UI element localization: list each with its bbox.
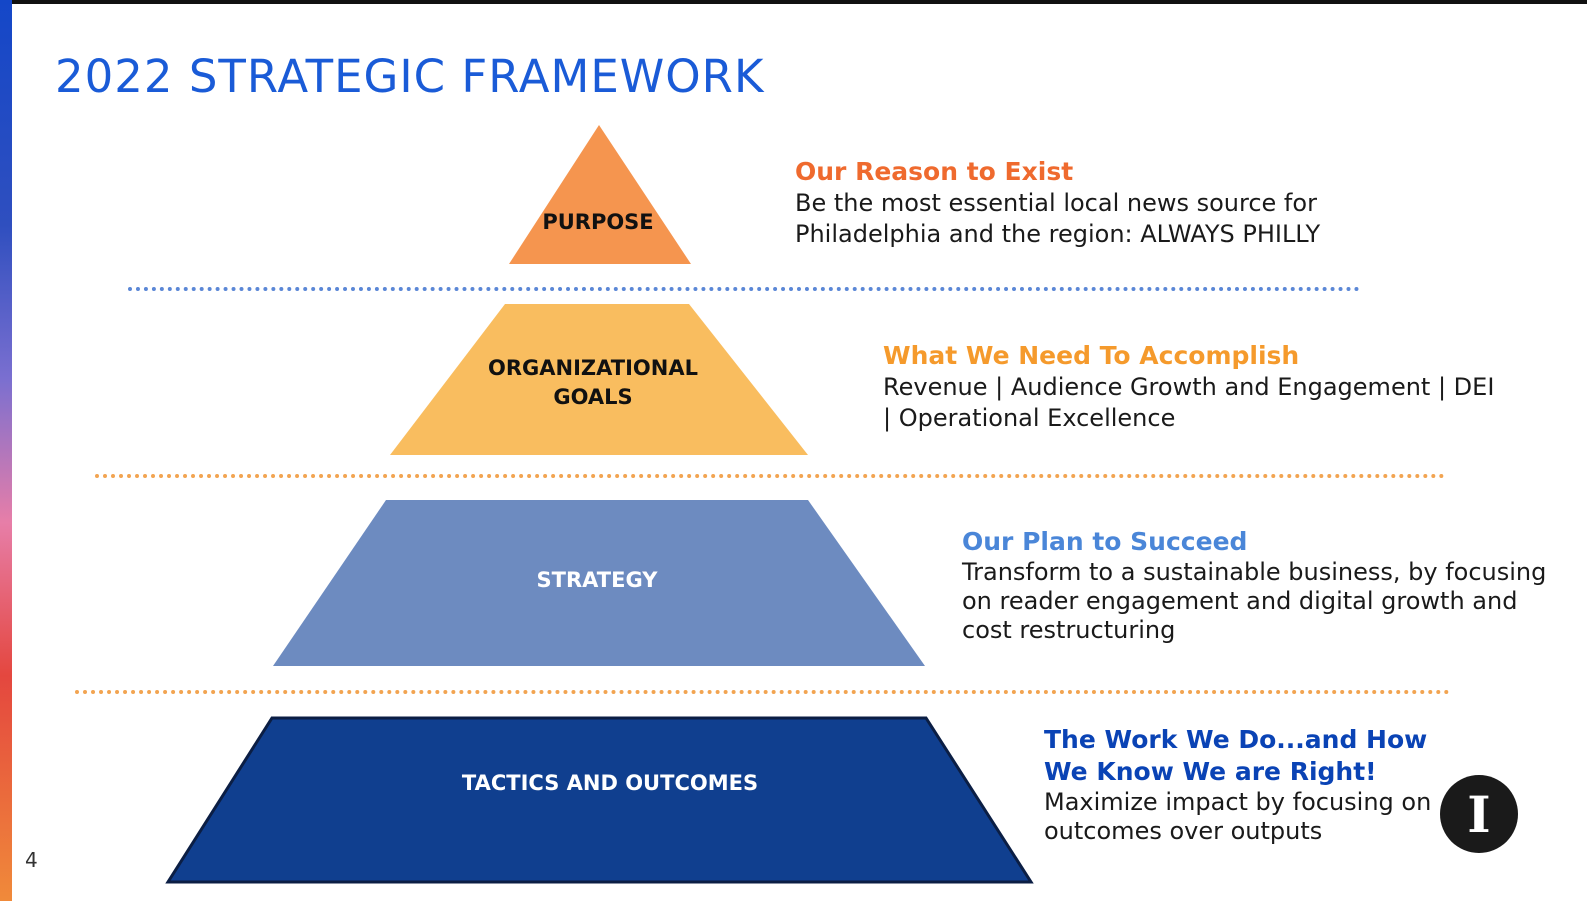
divider-dotted [95, 474, 1445, 478]
text-purpose: Be the most essential local news source … [795, 189, 1321, 248]
divider-dotted [75, 690, 1450, 694]
description-tactics: The Work We Do...and How We Know We are … [1044, 724, 1434, 846]
description-goals: What We Need To Accomplish Revenue | Aud… [883, 340, 1503, 434]
text-tactics: Maximize impact by focusing on outcomes … [1044, 788, 1432, 845]
top-rule [0, 0, 1587, 4]
description-strategy: Our Plan to Succeed Transform to a susta… [962, 526, 1572, 645]
pyramid-tier-strategy [271, 500, 927, 668]
tier-label-strategy: STRATEGY [536, 568, 658, 592]
slide-title: 2022 STRATEGIC FRAMEWORK [55, 50, 765, 103]
tier-label-purpose: PURPOSE [542, 210, 654, 234]
heading-tactics: The Work We Do...and How We Know We are … [1044, 725, 1428, 786]
pyramid-tier-tactics [163, 716, 1037, 886]
accent-side-bar [0, 0, 12, 901]
divider-dotted [128, 287, 1360, 291]
heading-purpose: Our Reason to Exist [795, 157, 1074, 186]
heading-goals: What We Need To Accomplish [883, 341, 1300, 370]
pyramid-tier-goals [388, 304, 810, 456]
heading-strategy: Our Plan to Succeed [962, 527, 1248, 556]
inquirer-logo: I [1440, 775, 1518, 853]
pyramid-tier-purpose [505, 125, 695, 265]
text-goals: Revenue | Audience Growth and Engagement… [883, 373, 1495, 432]
tier-label-tactics: TACTICS AND OUTCOMES [461, 771, 759, 795]
page-number: 4 [25, 848, 38, 872]
tier-label-goals: ORGANIZATIONAL GOALS [488, 356, 698, 409]
text-strategy: Transform to a sustainable business, by … [962, 558, 1547, 644]
description-purpose: Our Reason to Exist Be the most essentia… [795, 156, 1395, 250]
